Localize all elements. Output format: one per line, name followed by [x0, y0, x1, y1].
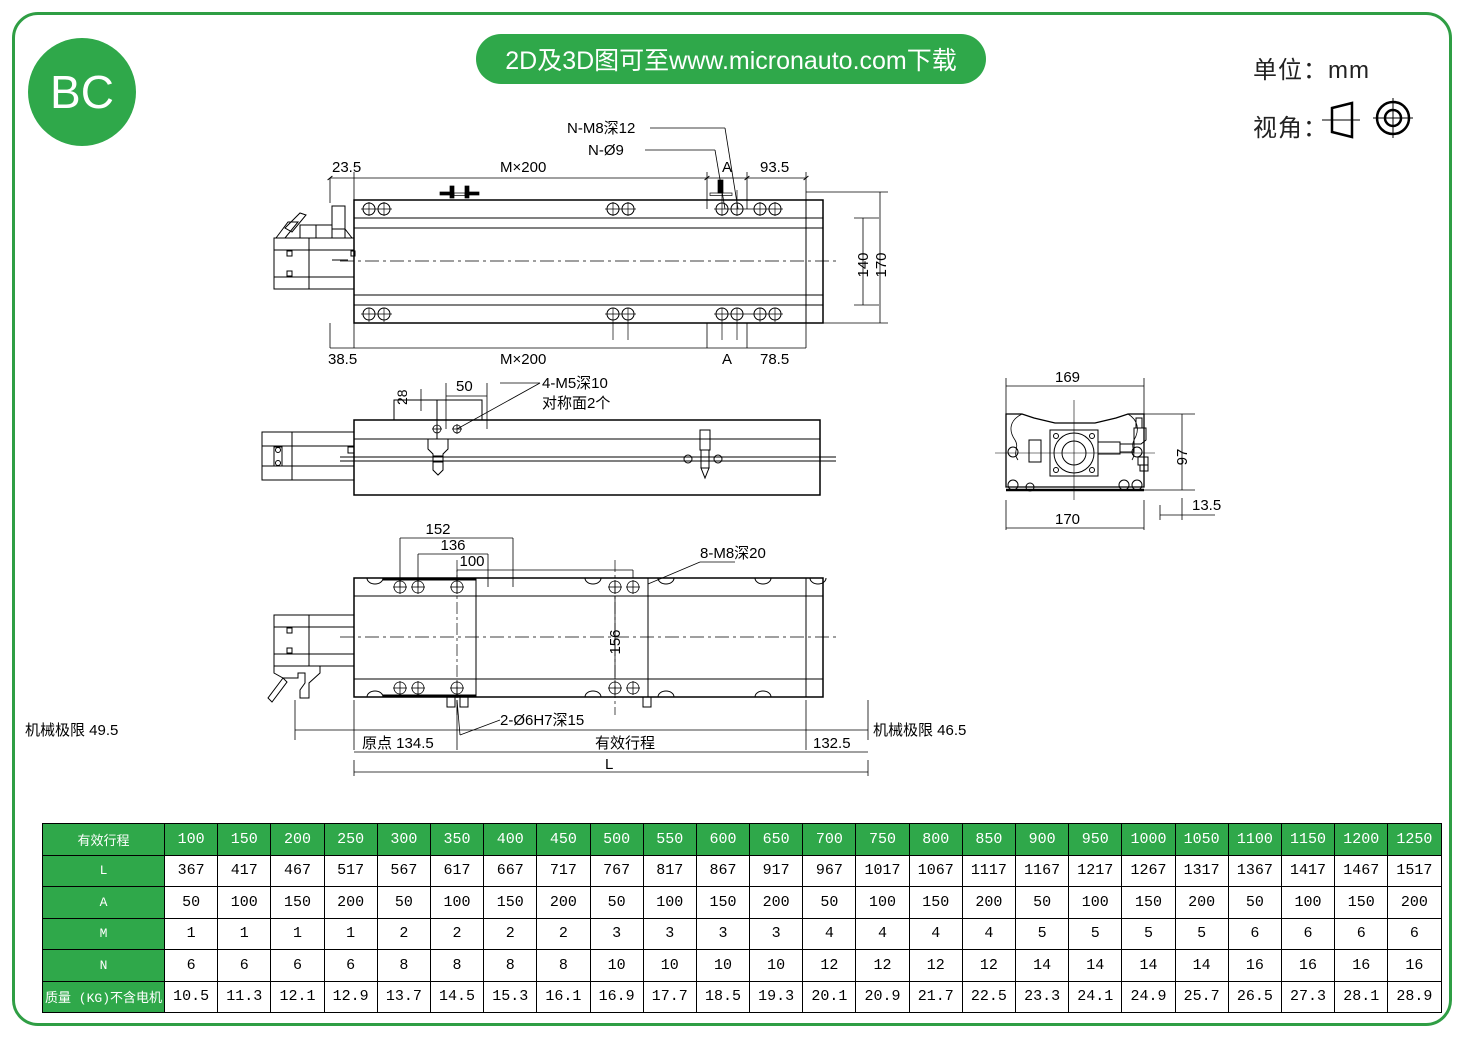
svg-text:机械极限 49.5: 机械极限 49.5 — [25, 722, 118, 739]
svg-text:M×200: M×200 — [500, 351, 546, 368]
svg-text:4-M5深10: 4-M5深10 — [542, 375, 608, 392]
svg-text:169: 169 — [1055, 369, 1080, 386]
svg-text:170: 170 — [873, 252, 890, 277]
svg-text:M×200: M×200 — [500, 159, 546, 176]
svg-text:有效行程: 有效行程 — [595, 735, 655, 752]
svg-text:152: 152 — [425, 521, 450, 538]
svg-text:原点 134.5: 原点 134.5 — [362, 735, 434, 752]
svg-text:100: 100 — [459, 553, 484, 570]
svg-text:136: 136 — [440, 537, 465, 554]
svg-text:170: 170 — [1055, 511, 1080, 528]
svg-text:机械极限 46.5: 机械极限 46.5 — [873, 722, 966, 739]
svg-text:93.5: 93.5 — [760, 159, 789, 176]
svg-text:38.5: 38.5 — [328, 351, 357, 368]
svg-text:132.5: 132.5 — [813, 735, 851, 752]
svg-text:2-Ø6H7深15: 2-Ø6H7深15 — [500, 712, 584, 729]
svg-text:140: 140 — [855, 252, 872, 277]
svg-text:8-M8深20: 8-M8深20 — [700, 545, 766, 562]
svg-text:97: 97 — [1174, 449, 1191, 466]
svg-text:A: A — [722, 351, 732, 368]
svg-text:50: 50 — [456, 378, 473, 395]
svg-text:23.5: 23.5 — [332, 159, 361, 176]
svg-text:L: L — [605, 756, 613, 773]
svg-text:13.5: 13.5 — [1192, 497, 1221, 514]
svg-text:156: 156 — [607, 629, 624, 654]
svg-text:N-M8深12: N-M8深12 — [567, 120, 635, 137]
svg-text:28: 28 — [394, 389, 410, 405]
svg-text:对称面2个: 对称面2个 — [542, 395, 610, 412]
svg-text:78.5: 78.5 — [760, 351, 789, 368]
svg-text:N-Ø9: N-Ø9 — [588, 142, 624, 159]
